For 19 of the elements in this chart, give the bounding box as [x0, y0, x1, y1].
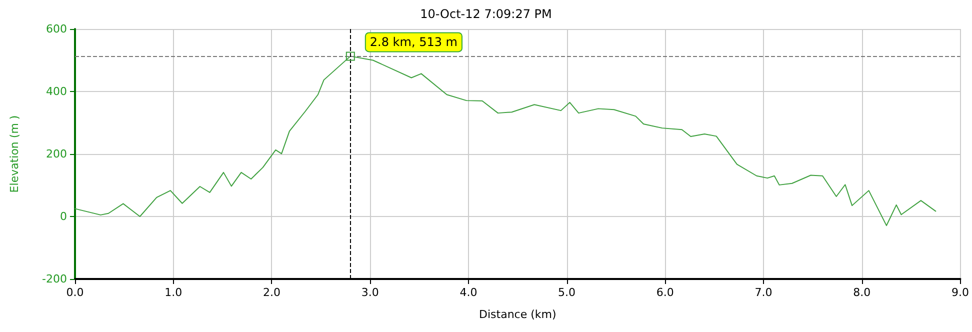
x-tick-label: 8.0	[853, 286, 871, 299]
y-tick-label: 600	[46, 22, 67, 36]
y-tick-label: 0	[60, 210, 67, 223]
x-tick-label: 6.0	[656, 286, 674, 299]
annotation: 2.8 km, 513 m	[370, 35, 458, 50]
chart-title: 10-Oct-12 7:09:27 PM	[420, 7, 552, 21]
y-axis-title: Elevation (m )	[8, 115, 21, 193]
x-tick-label: 7.0	[754, 286, 772, 299]
y-tick-label: 400	[46, 85, 67, 98]
x-tick-label: 3.0	[361, 286, 379, 299]
y-tick-label: 200	[46, 148, 67, 160]
x-tick-label: 0.0	[66, 286, 84, 299]
x-tick-label: 9.0	[952, 286, 970, 299]
y-tick-label: -200	[42, 272, 67, 286]
x-axis-title: Distance (km)	[478, 308, 556, 321]
x-tick-label: 4.0	[460, 286, 478, 299]
x-tick-label: 5.0	[558, 286, 576, 299]
x-tick-label: 2.0	[262, 286, 280, 299]
x-tick-label: 1.0	[164, 286, 182, 299]
